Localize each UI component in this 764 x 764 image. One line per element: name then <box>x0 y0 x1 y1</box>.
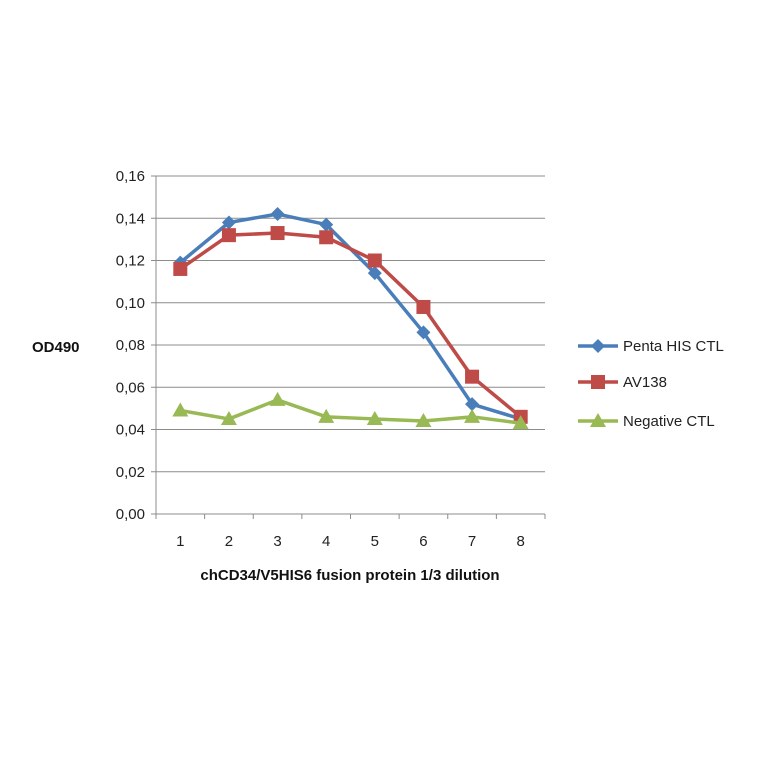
legend-marker <box>590 413 606 427</box>
legend-label: Negative CTL <box>623 413 715 430</box>
data-point <box>319 230 334 245</box>
y-axis-ticks: 0,00 0,02 0,04 0,06 0,08 0,10 0,12 0,14 0,16 <box>116 168 156 523</box>
data-point <box>270 207 285 222</box>
x-tick-label: 3 <box>273 533 281 550</box>
data-point <box>221 228 236 243</box>
data-point <box>416 325 431 340</box>
x-tick-label: 4 <box>322 533 330 550</box>
legend-item: Penta HIS CTL <box>578 338 724 355</box>
y-tick-label: 0,00 <box>116 506 145 523</box>
y-tick-label: 0,16 <box>116 168 145 185</box>
x-axis-ticks: 1 2 3 4 5 6 7 8 <box>155 514 546 550</box>
x-tick-label: 1 <box>176 533 184 550</box>
data-point <box>269 391 286 406</box>
legend-item: AV138 <box>578 374 667 391</box>
series-line <box>179 231 522 419</box>
x-tick-label: 2 <box>225 533 233 550</box>
data-point <box>318 408 335 423</box>
series-group <box>172 207 529 430</box>
y-tick-label: 0,12 <box>116 253 145 270</box>
data-point <box>221 215 236 230</box>
data-point <box>366 410 383 425</box>
y-tick-label: 0,10 <box>116 295 145 312</box>
y-tick-label: 0,08 <box>116 337 145 354</box>
y-tick-label: 0,02 <box>116 464 145 481</box>
legend-label: AV138 <box>623 374 667 391</box>
y-tick-label: 0,14 <box>116 210 145 227</box>
y-tick-label: 0,04 <box>116 422 145 439</box>
legend-item: Negative CTL <box>578 413 715 430</box>
data-point <box>270 226 285 241</box>
data-point <box>367 253 382 268</box>
data-point <box>465 397 480 412</box>
y-axis-title: OD490 <box>32 339 80 356</box>
series-line <box>179 212 522 421</box>
series-line <box>180 398 521 425</box>
data-point <box>415 413 432 428</box>
data-point <box>319 217 334 232</box>
data-point <box>367 266 382 281</box>
x-tick-label: 7 <box>468 533 476 550</box>
legend-marker <box>591 375 605 389</box>
y-tick-label: 0,06 <box>116 379 145 396</box>
gridlines <box>156 175 545 473</box>
data-point <box>464 408 481 423</box>
x-tick-label: 6 <box>419 533 427 550</box>
data-point <box>172 402 189 417</box>
data-point <box>416 299 431 314</box>
series-negative-ctl <box>172 391 529 430</box>
data-point <box>465 369 480 384</box>
data-point <box>512 415 529 430</box>
data-point <box>220 410 237 425</box>
x-tick-label: 5 <box>371 533 379 550</box>
legend: Penta HIS CTL AV138 Negative CTL <box>578 338 724 430</box>
x-tick-label: 8 <box>517 533 525 550</box>
legend-marker <box>591 339 605 353</box>
series-av138 <box>173 226 528 424</box>
x-axis-title: chCD34/V5HIS6 fusion protein 1/3 dilutio… <box>200 567 499 584</box>
data-point <box>173 261 188 276</box>
legend-label: Penta HIS CTL <box>623 338 724 355</box>
